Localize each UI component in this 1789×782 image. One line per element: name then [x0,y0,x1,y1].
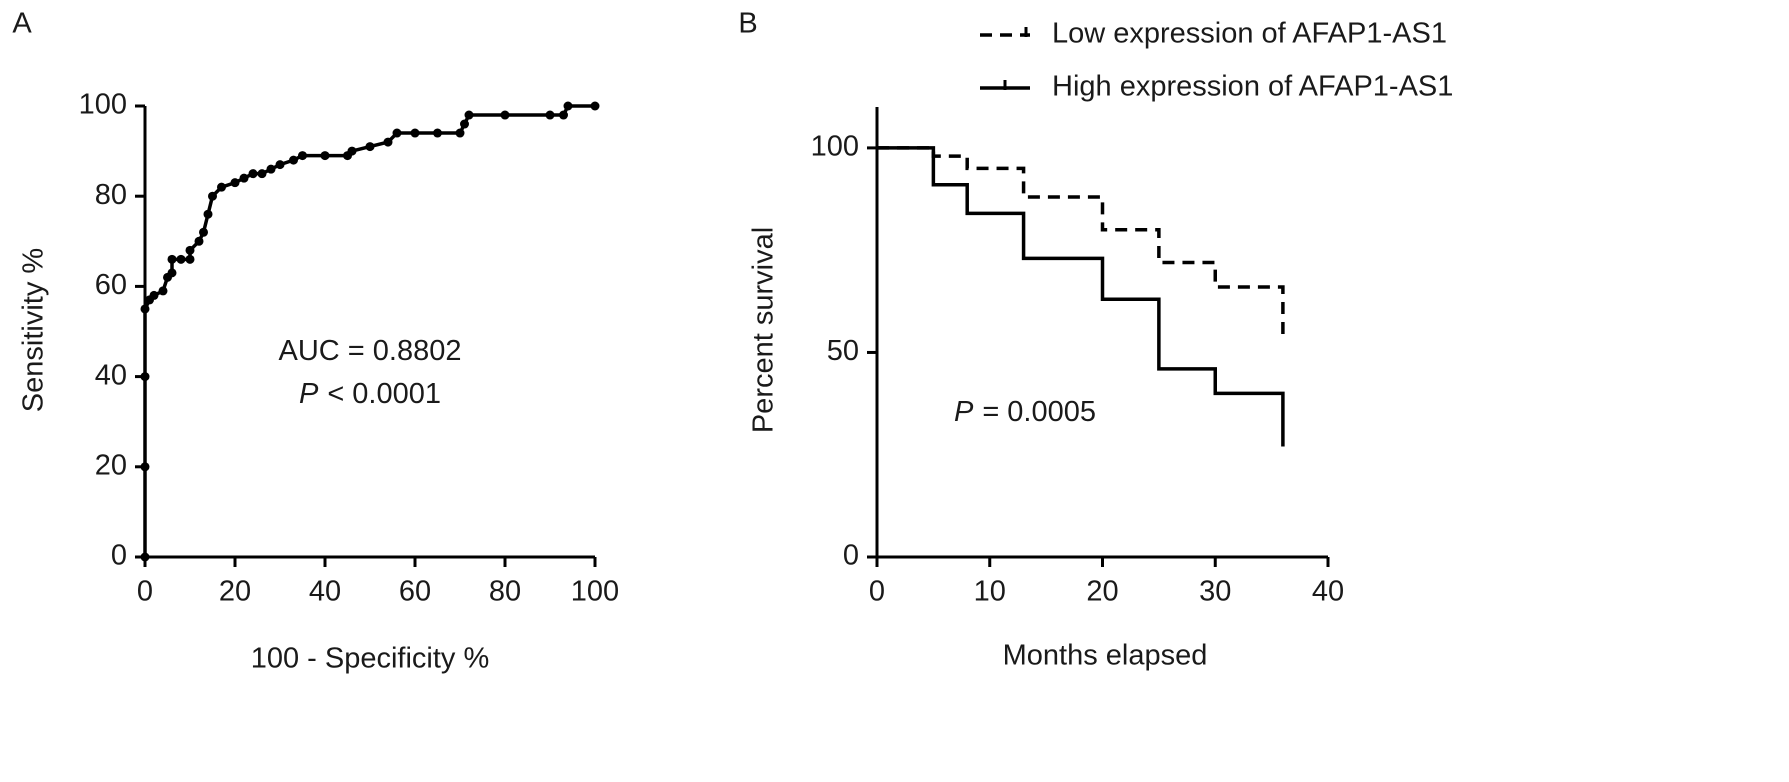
annotation: P < 0.0001 [299,378,441,410]
y-tick-label: 100 [811,131,859,163]
panel-label: A [12,8,32,40]
data-point [455,128,465,138]
y-tick-label: 100 [79,89,127,121]
data-point [149,290,159,300]
annotation-text: < 0.0001 [327,378,441,410]
data-point [559,110,568,120]
data-point [275,160,285,170]
legend-label: Low expression of AFAP1-AS1 [1052,18,1447,50]
x-axis-label: Months elapsed [1003,640,1208,672]
data-point [140,462,150,472]
data-point [298,151,307,161]
data-point [158,286,168,296]
annotation: P = 0.0005 [954,396,1096,428]
x-tick-label: 60 [399,576,431,608]
series-line [877,146,1285,341]
data-point [239,173,249,183]
annotation: AUC = 0.8802 [279,335,462,367]
data-point [140,372,150,382]
data-point [563,101,573,111]
x-tick-label: 40 [309,576,341,608]
data-point [140,304,150,314]
series-line [143,104,595,557]
data-point [230,178,240,188]
data-point [545,110,555,120]
x-tick-label: 80 [489,576,521,608]
y-axis-label: Percent survival [748,227,780,433]
data-point [140,552,150,562]
data-point [194,236,204,246]
y-tick-label: 60 [95,269,127,301]
y-tick-label: 0 [843,540,859,572]
data-point [217,182,226,192]
data-point [167,254,177,264]
data-point [320,151,330,161]
y-axis-label: Sensitivity % [18,248,50,412]
x-tick-label: 0 [869,576,885,608]
series-line [877,146,1285,447]
data-point [185,245,195,255]
y-tick-label: 40 [95,359,127,391]
data-point [289,155,298,165]
data-point [464,110,474,120]
data-point [365,142,375,152]
annotation-symbol: P [299,378,319,410]
data-point [167,268,177,278]
x-tick-label: 20 [1086,576,1118,608]
annotation-text: = 0.0005 [982,396,1096,428]
x-tick-label: 40 [1312,576,1344,608]
data-point [203,209,213,219]
data-point [433,128,442,138]
legend-label: High expression of AFAP1-AS1 [1052,71,1453,103]
x-tick-label: 20 [219,576,251,608]
y-tick-label: 0 [111,540,127,572]
data-point [266,164,276,174]
data-point [383,137,393,147]
data-point [185,254,195,264]
x-tick-label: 0 [137,576,153,608]
data-point [460,119,469,129]
x-tick-label: 30 [1199,576,1231,608]
data-point [248,169,258,179]
data-point [500,110,510,120]
annotation-text: AUC = 0.8802 [279,335,462,367]
data-point [208,191,217,201]
data-point [392,128,402,138]
data-point [590,101,600,111]
y-tick-label: 20 [95,449,127,481]
x-axis-label: 100 - Specificity % [251,643,490,675]
x-tick-label: 10 [974,576,1006,608]
annotation-symbol: P [954,396,974,428]
x-tick-label: 100 [571,576,619,608]
y-tick-label: 80 [95,179,127,211]
data-point [347,146,357,156]
data-point [410,128,420,138]
data-point [176,254,186,264]
panel-label: B [738,8,757,40]
y-tick-label: 50 [827,335,859,367]
data-point [257,169,267,179]
data-point [199,227,208,237]
